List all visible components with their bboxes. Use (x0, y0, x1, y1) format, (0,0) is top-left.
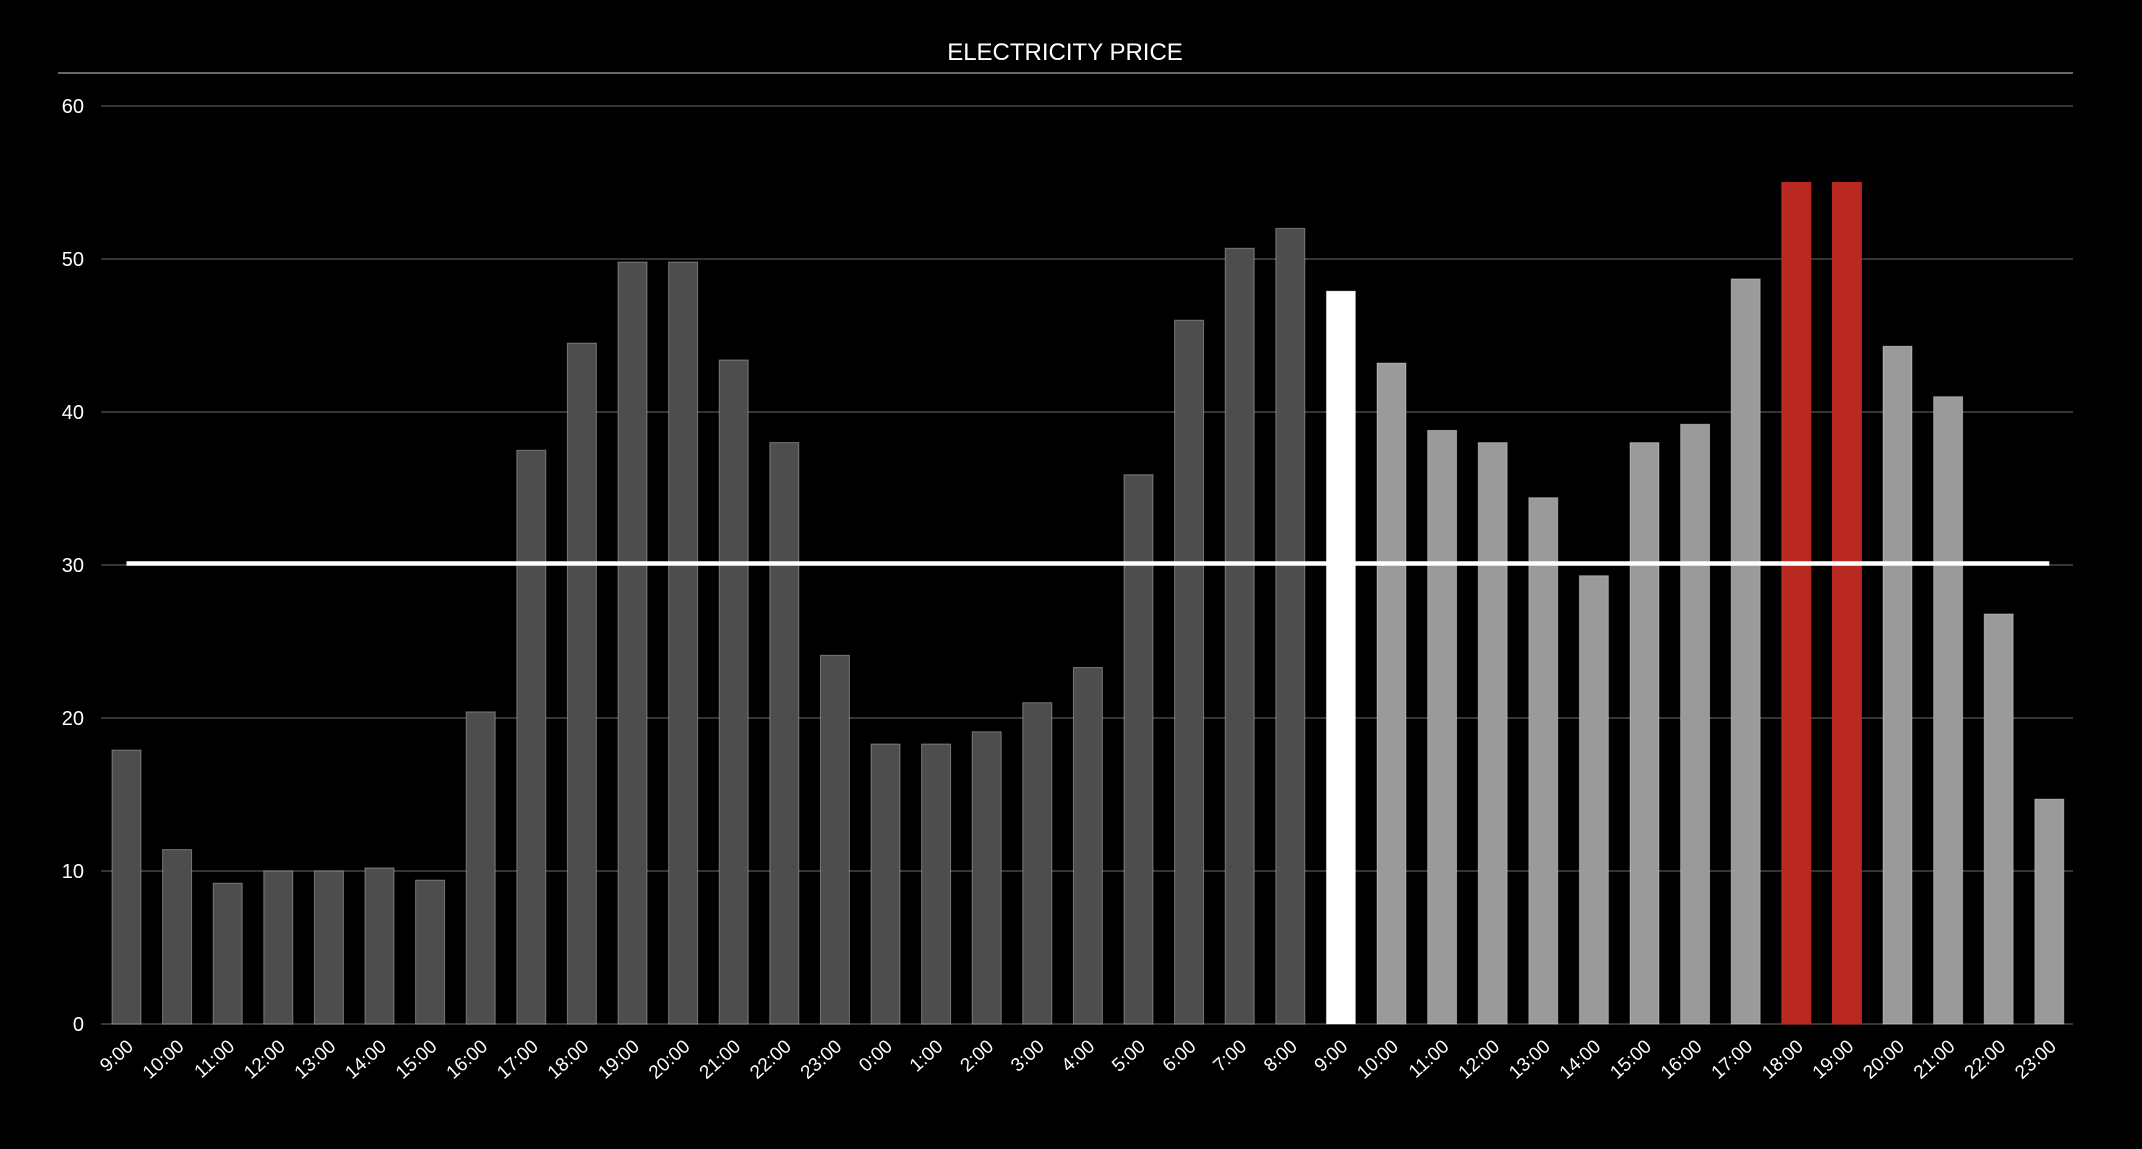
bar (465, 711, 496, 1025)
bar (1325, 290, 1356, 1025)
bar (1983, 613, 2014, 1025)
bar (718, 359, 749, 1025)
x-tick-label: 23:00 (2011, 1036, 2060, 1083)
bar (1123, 474, 1154, 1025)
bar (870, 743, 901, 1025)
y-tick-label: 40 (62, 402, 84, 424)
bar (212, 882, 243, 1025)
x-tick-label: 16:00 (1657, 1036, 1706, 1083)
bar (1072, 667, 1103, 1025)
x-tick-label: 21:00 (1910, 1036, 1959, 1083)
x-tick-label: 14:00 (341, 1036, 390, 1083)
y-tick-label: 60 (62, 96, 84, 118)
bars (111, 182, 2065, 1025)
bar (313, 870, 344, 1025)
x-tick-label: 10:00 (1353, 1036, 1402, 1083)
bar (1427, 429, 1458, 1025)
x-axis-ticks: 9:00 10:00 11:00 12:00 13:00 14:00 15:00 16:00 1… (96, 1036, 2060, 1083)
y-tick-label: 0 (73, 1014, 84, 1036)
bar (1275, 227, 1306, 1025)
y-tick-label: 10 (62, 861, 84, 883)
bar (111, 749, 142, 1025)
x-tick-label: 2:00 (957, 1036, 999, 1076)
x-tick-label: 17:00 (493, 1036, 542, 1083)
x-tick-label: 14:00 (1556, 1036, 1605, 1083)
x-tick-label: 3:00 (1007, 1036, 1049, 1076)
x-tick-label: 17:00 (1708, 1036, 1757, 1083)
bar (1730, 278, 1761, 1025)
x-tick-label: 11:00 (191, 1036, 239, 1082)
bar (516, 449, 547, 1025)
chart-title: ELECTRICITY PRICE (947, 39, 1183, 66)
x-tick-label: 10:00 (139, 1036, 188, 1083)
bar (1831, 182, 1862, 1025)
bar (921, 743, 952, 1025)
bar (668, 261, 699, 1025)
bar (1224, 247, 1255, 1025)
x-tick-label: 18:00 (544, 1036, 593, 1083)
bar (2034, 798, 2065, 1025)
x-tick-label: 20:00 (1859, 1036, 1908, 1083)
y-tick-label: 30 (62, 555, 84, 577)
x-tick-label: 22:00 (746, 1036, 795, 1083)
bar (819, 654, 850, 1025)
x-tick-label: 19:00 (1809, 1036, 1858, 1083)
bar (1578, 575, 1609, 1025)
x-tick-label: 13:00 (291, 1036, 340, 1083)
bar (1933, 396, 1964, 1025)
x-tick-label: 12:00 (240, 1036, 289, 1083)
bar (566, 342, 597, 1025)
x-tick-label: 0:00 (855, 1036, 897, 1076)
x-tick-label: 20:00 (645, 1036, 694, 1083)
x-tick-label: 15:00 (1606, 1036, 1655, 1083)
bar (1680, 423, 1711, 1025)
bar (1882, 345, 1913, 1025)
x-tick-label: 13:00 (1505, 1036, 1554, 1083)
x-tick-label: 1:00 (906, 1036, 948, 1076)
bar (1781, 182, 1812, 1025)
bar (1629, 442, 1660, 1025)
bar (162, 849, 193, 1025)
x-tick-label: 19:00 (594, 1036, 643, 1083)
x-tick-label: 4:00 (1058, 1036, 1100, 1076)
x-tick-label: 15:00 (392, 1036, 441, 1083)
bar (1477, 442, 1508, 1025)
y-tick-label: 20 (62, 708, 84, 730)
x-tick-label: 21:00 (696, 1036, 745, 1083)
y-tick-label: 50 (62, 249, 84, 271)
x-tick-label: 11:00 (1405, 1036, 1453, 1082)
x-tick-label: 9:00 (96, 1036, 138, 1076)
x-tick-label: 16:00 (443, 1036, 492, 1083)
bar (1174, 319, 1205, 1025)
x-tick-label: 9:00 (1311, 1036, 1353, 1076)
x-tick-label: 12:00 (1455, 1036, 1504, 1083)
bar (415, 879, 446, 1025)
bar (769, 442, 800, 1025)
x-tick-label: 22:00 (1961, 1036, 2010, 1083)
bar (1022, 702, 1053, 1025)
x-tick-label: 18:00 (1758, 1036, 1807, 1083)
y-axis-ticks: 0 10 20 30 40 50 60 (62, 96, 84, 1036)
bar (971, 731, 1002, 1025)
bar (1376, 362, 1407, 1025)
bar (364, 867, 395, 1025)
bar (617, 261, 648, 1025)
x-tick-label: 7:00 (1210, 1036, 1252, 1076)
bar (263, 870, 294, 1025)
bar (1528, 497, 1559, 1025)
x-tick-label: 8:00 (1260, 1036, 1302, 1076)
x-tick-label: 6:00 (1159, 1036, 1201, 1076)
x-tick-label: 5:00 (1108, 1036, 1150, 1076)
x-tick-label: 23:00 (797, 1036, 846, 1083)
